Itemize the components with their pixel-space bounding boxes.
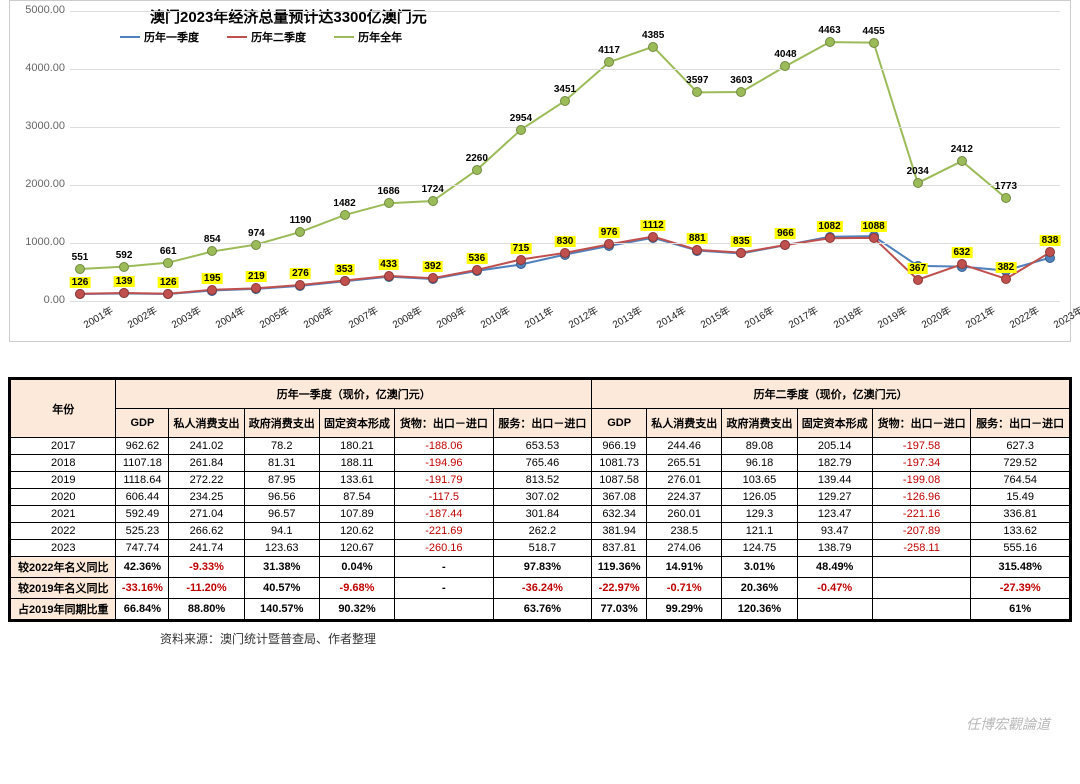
summary-row: 较2022年名义同比42.36%-9.33%31.38%0.04%-97.83%… xyxy=(11,557,1070,578)
table-row: 2022525.23266.6294.1120.62-221.69262.238… xyxy=(11,523,1070,540)
table-row: 2017962.62241.0278.2180.21-188.06653.539… xyxy=(11,438,1070,455)
summary-row: 较2019年名义同比-33.16%-11.20%40.57%-9.68%--36… xyxy=(11,578,1070,599)
table-row: 20181107.18261.8481.31188.11-194.96765.4… xyxy=(11,455,1070,472)
data-source: 资料来源：澳门统计暨普查局、作者整理 xyxy=(160,630,1080,647)
table-row: 20191118.64272.2287.95133.61-191.79813.5… xyxy=(11,472,1070,489)
plot-area: 0.001000.002000.003000.004000.005000.002… xyxy=(70,11,1060,301)
gdp-components-table: 年份 历年一季度（现价，亿澳门元） 历年二季度（现价，亿澳门元） GDP私人消费… xyxy=(8,377,1072,622)
group-q1: 历年一季度（现价，亿澳门元） xyxy=(116,380,592,409)
table-row: 2020606.44234.2596.5687.54-117.5307.0236… xyxy=(11,489,1070,506)
macau-gdp-chart: 澳门2023年经济总量预计达3300亿澳门元 历年一季度 历年二季度 历年全年 … xyxy=(9,0,1071,342)
table-row: 2023747.74241.74123.63120.67-260.16518.7… xyxy=(11,540,1070,557)
summary-row: 占2019年同期比重66.84%88.80%140.57%90.32%63.76… xyxy=(11,599,1070,620)
group-q2: 历年二季度（现价，亿澳门元） xyxy=(592,380,1070,409)
col-year: 年份 xyxy=(11,380,116,438)
table-row: 2021592.49271.0496.57107.89-187.44301.84… xyxy=(11,506,1070,523)
watermark: 任博宏觀論道 xyxy=(966,714,1050,734)
